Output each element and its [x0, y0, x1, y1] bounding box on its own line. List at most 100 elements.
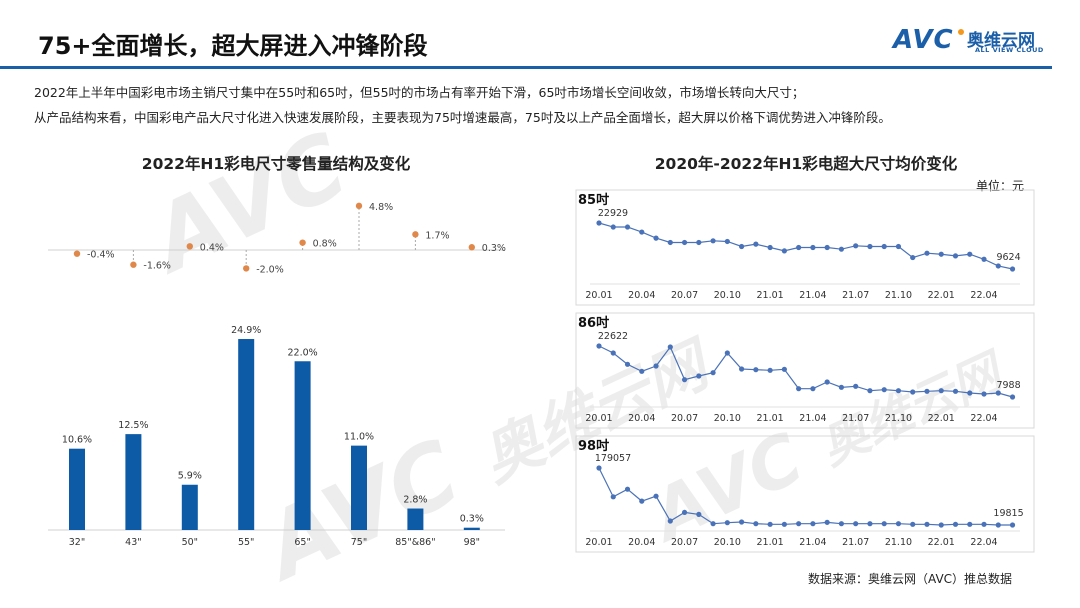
bar-value-label: 22.0% — [288, 347, 318, 358]
bar — [69, 448, 85, 530]
price-point — [767, 367, 773, 373]
price-point — [639, 368, 645, 374]
bar-value-label: 5.9% — [178, 471, 202, 482]
price-point — [881, 243, 887, 250]
price-point — [824, 244, 830, 251]
bar — [125, 434, 142, 530]
price-point — [1009, 522, 1016, 528]
price-point — [867, 388, 873, 394]
bar-value-label: 12.5% — [118, 420, 148, 431]
bar-value-label: 24.9% — [231, 325, 261, 336]
price-point — [838, 521, 845, 527]
price-point — [810, 521, 816, 527]
change-point — [130, 261, 137, 268]
price-point — [667, 239, 673, 246]
price-point — [838, 246, 845, 252]
price-point — [810, 244, 816, 251]
price-point — [967, 251, 973, 257]
price-point — [981, 256, 987, 262]
bar-category-label: 50" — [182, 537, 198, 548]
x-tick-label: 20.10 — [714, 537, 741, 548]
x-tick-label: 20.07 — [671, 537, 698, 548]
price-point — [995, 522, 1001, 528]
price-point — [781, 248, 787, 254]
price-point — [1009, 394, 1016, 400]
price-point — [710, 521, 716, 527]
x-tick-label: 21.07 — [842, 290, 869, 301]
price-point — [681, 239, 688, 246]
price-line — [598, 222, 1013, 270]
x-tick-label: 22.04 — [970, 413, 997, 424]
price-point — [739, 366, 745, 372]
header-divider — [0, 66, 1052, 69]
price-point — [739, 243, 745, 250]
change-label: 0.8% — [313, 239, 337, 250]
bar-category-label: 32" — [69, 537, 85, 548]
price-point — [938, 522, 944, 528]
price-point — [710, 370, 716, 376]
price-point — [653, 493, 659, 499]
price-point — [653, 235, 659, 241]
panel-title: 86吋 — [578, 315, 609, 331]
price-point — [952, 253, 959, 259]
change-point — [299, 239, 306, 246]
price-point — [796, 244, 802, 251]
price-point — [867, 521, 873, 527]
bar — [407, 508, 424, 530]
price-point — [853, 521, 859, 527]
x-tick-label: 20.04 — [628, 537, 655, 548]
price-point — [796, 386, 802, 392]
x-tick-label: 21.04 — [799, 290, 826, 301]
price-point — [967, 521, 973, 527]
last-value-label: 7988 — [996, 380, 1020, 391]
x-tick-label: 22.04 — [970, 537, 997, 548]
first-value-label: 22622 — [598, 331, 628, 342]
bar-value-label: 10.6% — [62, 435, 92, 446]
price-point — [938, 251, 944, 257]
x-tick-label: 20.01 — [585, 413, 612, 424]
price-point — [853, 383, 859, 389]
price-line — [598, 467, 1013, 526]
first-value-label: 179057 — [595, 453, 631, 464]
bar-category-label: 55" — [238, 537, 254, 548]
price-point — [610, 224, 616, 230]
bar — [463, 527, 480, 530]
price-point — [596, 343, 602, 349]
x-tick-label: 20.04 — [628, 290, 655, 301]
price-panel — [575, 435, 1035, 553]
panel-title: 85吋 — [578, 192, 609, 208]
x-tick-label: 21.10 — [885, 413, 912, 424]
last-value-label: 9624 — [996, 252, 1020, 263]
price-point — [910, 521, 916, 527]
change-label: -0.4% — [87, 250, 115, 261]
price-point — [824, 519, 830, 525]
price-point — [810, 386, 816, 392]
bar-category-label: 85"&86" — [395, 537, 435, 548]
price-point — [624, 486, 631, 492]
logo-mark: AVC — [893, 25, 954, 55]
avc-logo: AVC 奥维云网 ALL VIEW CLOUD — [893, 25, 1053, 57]
price-point — [753, 367, 759, 373]
last-value-label: 19815 — [993, 508, 1023, 519]
price-point — [1009, 266, 1016, 272]
price-point — [796, 521, 802, 527]
bar-value-label: 11.0% — [344, 432, 374, 443]
summary-line-1: 2022年上半年中国彩电市场主销尺寸集中在55吋和65吋，但55吋的市场占有率开… — [34, 85, 805, 100]
x-tick-label: 20.01 — [585, 290, 612, 301]
price-point — [696, 511, 702, 517]
price-point — [753, 241, 759, 247]
price-panel — [575, 312, 1035, 429]
price-point — [624, 224, 631, 230]
x-tick-label: 20.10 — [714, 290, 741, 301]
price-point — [910, 254, 916, 261]
price-point — [995, 390, 1001, 396]
price-line — [598, 345, 1013, 398]
bar-value-label: 2.8% — [403, 495, 427, 506]
price-point — [924, 388, 930, 394]
price-point — [610, 350, 616, 356]
price-point — [596, 465, 602, 471]
change-point — [73, 250, 81, 257]
price-point — [681, 377, 688, 383]
price-point — [610, 494, 616, 500]
change-point — [186, 243, 193, 250]
